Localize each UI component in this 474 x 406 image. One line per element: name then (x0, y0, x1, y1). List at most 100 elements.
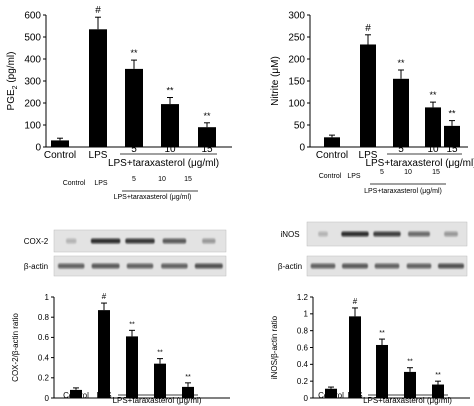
blot-membrane (306, 221, 468, 247)
significance-marker: ** (407, 357, 413, 366)
blot-row-label: COX-2 (24, 237, 49, 246)
blot-row-label: iNOS (280, 230, 299, 239)
x-category-label: Control (63, 391, 89, 400)
blot-band (161, 263, 188, 269)
blot-band (408, 231, 430, 237)
x-category-label: Control (318, 391, 344, 400)
y-tick-label: 500 (24, 33, 41, 44)
blot-band (126, 263, 154, 269)
y-tick-label: 150 (288, 77, 305, 88)
lane-label-lps: LPS (347, 173, 361, 180)
x-category-label: LPS (359, 150, 378, 161)
bar-10 (154, 363, 166, 398)
blot-band (202, 238, 216, 244)
x-group-label: LPS+taraxasterol (μg/ml) (113, 396, 202, 405)
y-axis-label-main: PGE (6, 89, 17, 110)
lane-label-dose: 10 (158, 176, 166, 183)
x-group-label: LPS+taraxasterol (μg/ml) (363, 396, 452, 405)
x-category-label: LPS (347, 391, 362, 400)
blot-band (341, 231, 369, 237)
x-group-label: LPS+taraxasterol (μg/ml) (108, 158, 219, 169)
y-axis-label-rest: (pg/ml) (6, 52, 17, 86)
significance-marker: ** (129, 319, 135, 328)
x-category-label: LPS (96, 391, 111, 400)
blot-band (373, 231, 401, 237)
blot-band (374, 263, 400, 269)
x-dose-label: 5 (380, 386, 385, 395)
lane-label-control: Control (63, 180, 86, 187)
x-dose-label: 15 (184, 386, 193, 395)
chart-panel-bottom-left: 0 0.2 0.4 0.6 0.8 1 COX-2/β-actin ratio # ** ** **… (11, 292, 230, 405)
lane-label-lps: LPS (94, 180, 108, 187)
x-dose-label: 10 (427, 144, 439, 155)
x-dose-label: 5 (131, 144, 137, 155)
blot-band (406, 263, 432, 269)
blot-band (125, 238, 155, 244)
blot-band (90, 238, 121, 244)
y-axis-label-sub: 2 (12, 85, 19, 89)
lane-label-control: Control (319, 173, 342, 180)
bar-Control (51, 140, 69, 147)
y-axis-label: iNOS/β-actin ratio (270, 315, 279, 379)
bar-LPS (98, 310, 110, 398)
bar-Control (70, 389, 82, 398)
x-dose-label: 10 (156, 386, 165, 395)
x-dose-label: 15 (434, 386, 443, 395)
significance-marker: ** (435, 370, 441, 379)
blot-band (66, 238, 77, 244)
y-tick-label: 250 (288, 33, 305, 44)
y-tick-label: 200 (288, 55, 305, 66)
y-tick-label: 400 (24, 55, 41, 66)
y-tick-label: 300 (24, 77, 41, 88)
y-axis-label: PGE2 (pg/ml) (6, 52, 19, 111)
significance-marker: ** (397, 58, 405, 68)
western-blot-left: Control LPS 5 10 15 LPS+taraxasterol (μg/ml) C… (24, 176, 227, 277)
chart-panel-top-right: 0 50 100 150 200 250 300 Nitrite (μM) # ** ** ** Con… (270, 11, 474, 170)
bar-Control (324, 137, 340, 147)
y-tick-label: 1 (45, 293, 50, 302)
x-category-label: Control (44, 150, 76, 161)
y-tick-label: 0.8 (38, 313, 50, 322)
blot-row-label: β-actin (24, 262, 48, 271)
bar-10 (425, 107, 441, 147)
blot-row-label: β-actin (278, 262, 302, 271)
significance-marker: ** (379, 328, 385, 337)
y-tick-label: 0.6 (38, 333, 50, 342)
blot-band (342, 263, 368, 269)
y-tick-label: 100 (24, 121, 41, 132)
y-tick-label: 600 (24, 11, 41, 22)
lane-label-dose: 15 (184, 176, 192, 183)
western-blot-right: Control LPS 5 10 15 LPS+taraxasterol (μg/ml) i… (278, 169, 468, 277)
significance-marker: # (102, 292, 107, 301)
y-tick-label: 300 (288, 11, 305, 22)
y-tick-label: 0.8 (297, 326, 309, 335)
significance-marker: ** (448, 109, 456, 119)
bar-15 (444, 125, 460, 147)
x-dose-label: 15 (201, 144, 213, 155)
lane-label-dose: 10 (404, 169, 412, 176)
x-group-label: LPS+taraxasterol (μg/ml) (365, 158, 474, 169)
y-tick-label: 0 (45, 394, 50, 403)
blot-band (162, 238, 187, 244)
y-tick-label: 0 (304, 394, 309, 403)
significance-marker: ** (166, 86, 174, 96)
bar-15 (198, 127, 216, 147)
significance-marker: # (95, 5, 101, 16)
bar-5 (125, 68, 143, 147)
bar-15 (182, 386, 194, 398)
bar-LPS (89, 29, 107, 147)
significance-marker: ** (157, 348, 163, 357)
lane-group-label: LPS+taraxasterol (μg/ml) (114, 194, 192, 201)
x-dose-label: 10 (164, 144, 176, 155)
blot-band (310, 263, 336, 269)
x-dose-label: 10 (406, 386, 415, 395)
significance-marker: ** (130, 48, 138, 58)
blot-band (318, 231, 328, 237)
y-tick-label: 0 (35, 143, 41, 154)
x-dose-label: 5 (130, 386, 135, 395)
blot-band (58, 263, 85, 269)
bar-5 (126, 336, 138, 398)
lane-label-dose: 5 (132, 176, 136, 183)
bar-LPS (360, 44, 376, 148)
